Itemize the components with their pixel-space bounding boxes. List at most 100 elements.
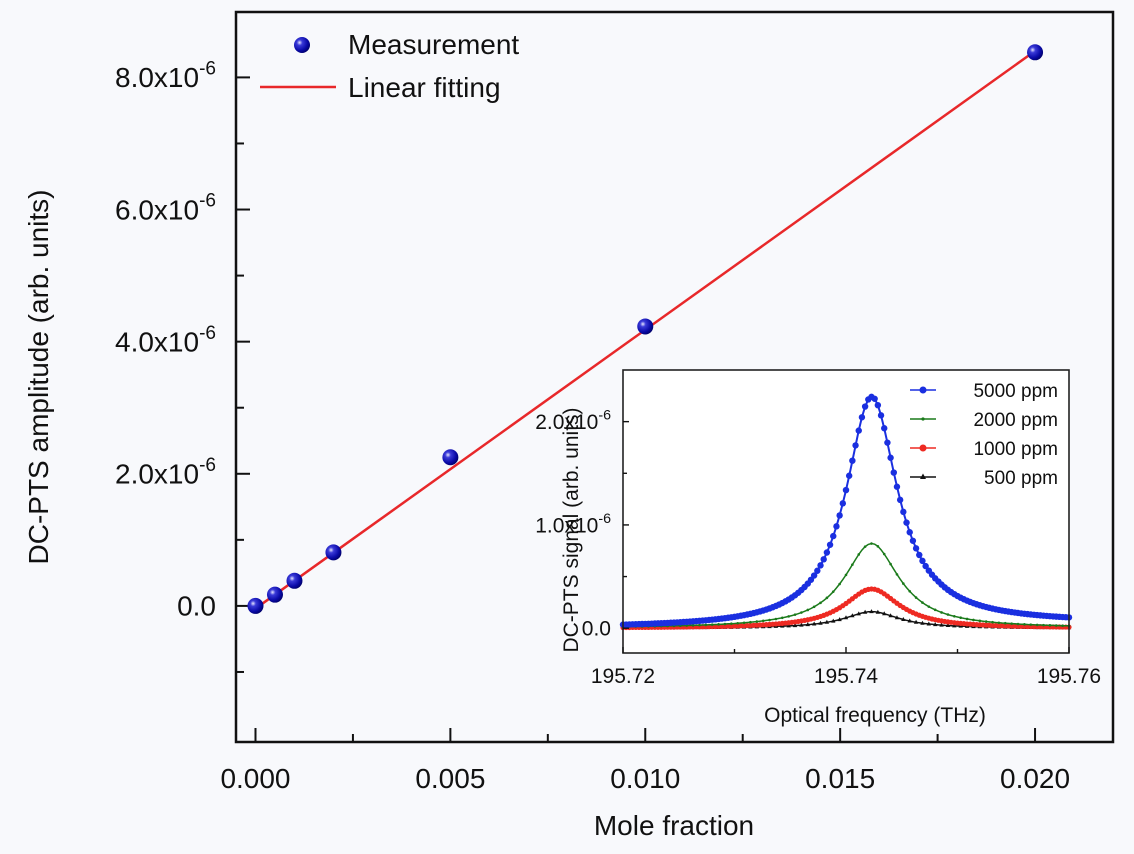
inset-point — [820, 556, 827, 563]
legend-label-linear-fitting: Linear fitting — [348, 72, 501, 103]
inset-point — [806, 608, 810, 612]
inset-point — [838, 582, 841, 586]
inset-point — [831, 590, 835, 593]
inset-point — [900, 508, 907, 516]
inset-point — [882, 611, 887, 616]
inset-point — [850, 613, 855, 618]
inset-point — [844, 573, 848, 577]
inset-legend-item: 500 ppm — [910, 468, 1058, 489]
x-tick-label: 195.74 — [814, 665, 879, 688]
inset-point — [787, 615, 790, 618]
inset-point — [871, 395, 878, 402]
main-plot-frame — [234, 10, 1115, 744]
inset-point — [919, 557, 926, 565]
inset-point — [736, 621, 739, 625]
inset-point — [874, 401, 882, 409]
inset-point — [890, 469, 897, 476]
inset-point — [869, 609, 874, 614]
main-x-axis-title: Mole fraction — [594, 810, 754, 841]
legend-label-measurement: Measurement — [348, 29, 519, 60]
inset-legend-label: 500 ppm — [984, 468, 1058, 489]
inset-point — [849, 457, 856, 464]
inset-legend-label: 5000 ppm — [973, 381, 1058, 402]
inset-point — [845, 472, 853, 479]
inset-point — [710, 623, 714, 626]
inset-point — [916, 551, 923, 559]
inset-point — [881, 425, 888, 432]
inset-point — [836, 512, 843, 519]
inset-point — [749, 620, 752, 624]
inset-point — [1003, 621, 1007, 625]
inset-point — [825, 596, 829, 600]
inset-point — [870, 542, 873, 545]
inset-point — [792, 623, 798, 628]
inset-point — [984, 620, 988, 623]
inset-legend-label: 1000 ppm — [973, 439, 1058, 460]
x-tick-label: 0.020 — [1000, 763, 1070, 794]
main-legend: Measurement Linear fitting — [260, 29, 519, 103]
inset-legend-marker — [919, 444, 927, 452]
inset-point — [826, 541, 834, 548]
legend-item-measurement: Measurement — [294, 29, 519, 60]
y-tick-label: 0.0 — [582, 618, 611, 641]
inset-point — [959, 616, 962, 620]
inset-legend-label: 2000 ppm — [973, 410, 1058, 431]
inset-point — [894, 615, 900, 620]
legend-item-linear-fitting: Linear fitting — [260, 72, 501, 103]
inset-point — [896, 496, 904, 504]
inset-point — [819, 601, 822, 605]
inset-point — [907, 618, 912, 623]
inset-point — [755, 620, 759, 623]
x-tick-label: 195.72 — [591, 665, 655, 688]
measurement-point — [247, 597, 264, 614]
y-tick-label: 2.0x10-6 — [115, 455, 216, 490]
inset-point — [902, 582, 905, 585]
inset-legend: 5000 ppm 2000 ppm 1000 ppm 500 ppm — [910, 381, 1058, 489]
inset-point — [761, 619, 765, 623]
inset-point — [884, 439, 891, 446]
inset-point — [863, 545, 867, 548]
inset-point — [922, 562, 929, 570]
inset-point — [831, 618, 836, 623]
inset-point — [704, 623, 708, 627]
inset-point — [953, 614, 956, 618]
inset-point — [906, 529, 913, 536]
inset-point — [780, 616, 784, 620]
inset-point — [839, 500, 847, 507]
inset-point — [730, 622, 733, 625]
measurement-point — [286, 572, 303, 589]
inset-legend-marker — [920, 473, 926, 479]
inset-point — [861, 403, 869, 410]
inset-point — [786, 623, 791, 628]
inset-point — [926, 621, 932, 626]
inset-point — [843, 615, 849, 620]
inset-point — [723, 622, 727, 626]
x-tick-label: 0.000 — [220, 763, 290, 794]
inset-point — [913, 619, 919, 624]
inset-point — [858, 414, 866, 421]
inset-point — [814, 567, 821, 574]
inset-point — [921, 601, 924, 604]
inset-point — [811, 621, 817, 626]
inset-point — [927, 605, 931, 608]
main-points-layer — [247, 44, 1044, 614]
inset-point — [965, 617, 969, 621]
inset-point — [945, 623, 951, 628]
inset-point — [940, 611, 943, 614]
inset-point — [818, 620, 823, 625]
inset-point — [691, 624, 695, 627]
inset-point — [805, 622, 810, 627]
measurement-point — [325, 544, 342, 561]
x-tick-label: 0.010 — [610, 763, 680, 794]
inset-point — [887, 454, 894, 461]
legend-marker-measurement — [294, 37, 310, 53]
inset-point — [895, 573, 899, 576]
inset-point — [912, 545, 920, 552]
inset-point — [877, 412, 885, 419]
inset-legend-item: 5000 ppm — [910, 381, 1058, 402]
y-tick-label: 0.0 — [177, 591, 216, 622]
inset-point — [837, 617, 842, 622]
inset-point — [952, 623, 957, 628]
inset-y-axis-title: DC-PTS signal (arb. units) — [560, 407, 583, 652]
